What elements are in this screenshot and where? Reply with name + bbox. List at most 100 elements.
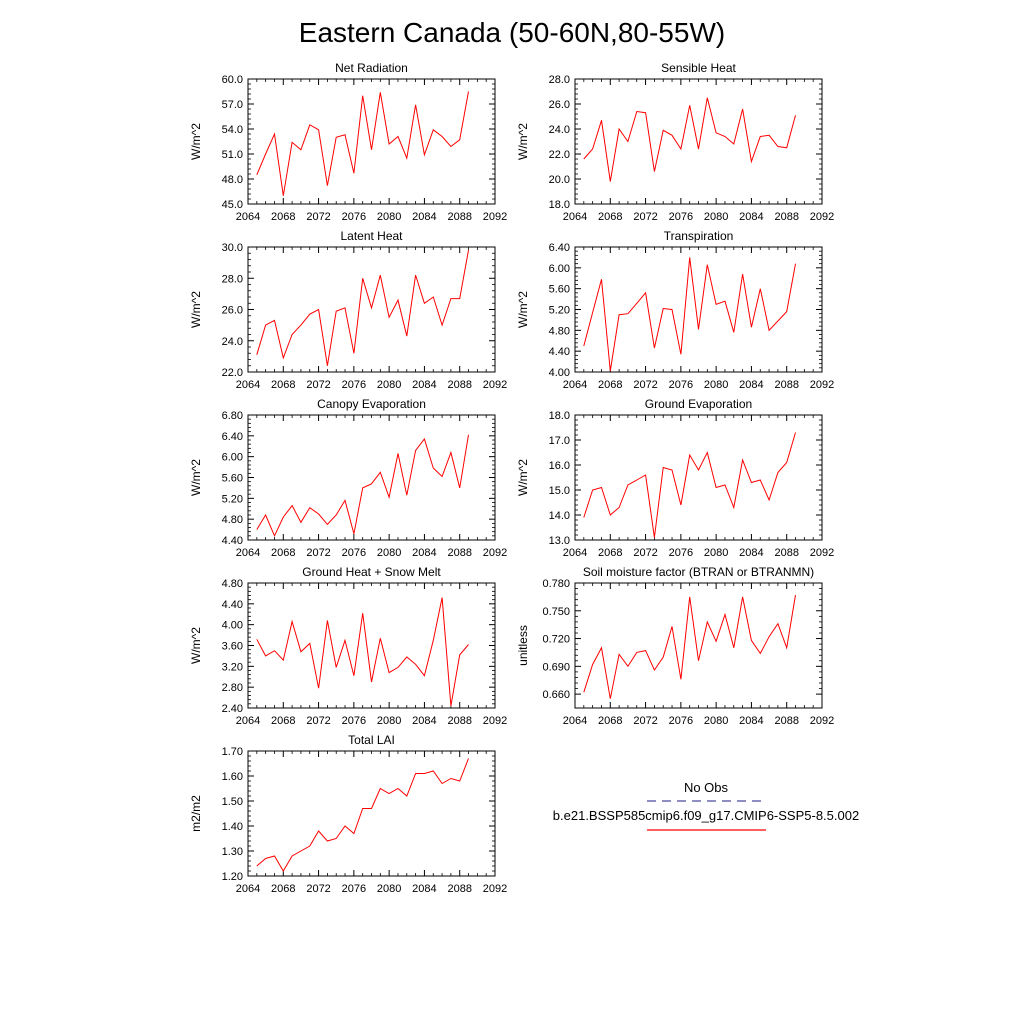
series-line xyxy=(583,432,796,538)
y-tick-label: 15.0 xyxy=(549,485,570,497)
y-tick-label: 26.0 xyxy=(222,305,243,317)
x-tick-label: 2072 xyxy=(306,211,330,223)
y-tick-label: 1.30 xyxy=(222,846,243,858)
x-tick-label: 2092 xyxy=(810,715,834,727)
y-tick-label: 26.0 xyxy=(549,99,570,111)
x-tick-label: 2080 xyxy=(377,883,401,895)
plot-frame xyxy=(574,246,823,373)
x-tick-label: 2064 xyxy=(563,715,587,727)
panel-transpiration: Transpiration 2064 2068 2072 2076 2080 2084 208… xyxy=(516,229,834,391)
y-tick-label: 54.0 xyxy=(222,124,243,136)
x-tick-label: 2072 xyxy=(306,547,330,559)
x-tick-label: 2080 xyxy=(377,211,401,223)
x-tick-label: 2080 xyxy=(704,379,728,391)
x-tick-label: 2072 xyxy=(306,715,330,727)
y-tick-label: 5.60 xyxy=(222,473,243,485)
x-tick-label: 2068 xyxy=(271,715,295,727)
y-axis-label: W/m^2 xyxy=(189,123,203,160)
panel-title: Canopy Evaporation xyxy=(317,397,426,411)
x-tick-label: 2068 xyxy=(598,211,622,223)
x-tick-label: 2088 xyxy=(774,547,798,559)
x-tick-label: 2068 xyxy=(598,379,622,391)
panel-title: Transpiration xyxy=(664,229,734,243)
x-tick-label: 2076 xyxy=(669,715,693,727)
x-tick-label: 2092 xyxy=(483,715,507,727)
x-tick-label: 2080 xyxy=(377,379,401,391)
series-line xyxy=(256,250,469,366)
x-tick-label: 2084 xyxy=(412,715,436,727)
y-tick-label: 22.0 xyxy=(549,149,570,161)
panel-soil-moisture-factor-btran-or-btranmn: Soil moisture factor (BTRAN or BTRANMN) 2… xyxy=(516,565,834,727)
plot-frame xyxy=(247,582,496,709)
panel-ground-evaporation: Ground Evaporation 2064 2068 2072 2076 2080 20… xyxy=(516,397,834,559)
x-tick-label: 2088 xyxy=(447,547,471,559)
x-tick-label: 2064 xyxy=(563,547,587,559)
y-tick-label: 1.70 xyxy=(222,746,243,758)
panel-title: Total LAI xyxy=(348,733,395,747)
panel-total-lai: Total LAI 2064 2068 2072 2076 2080 2084 2088 209… xyxy=(189,733,507,895)
series-line xyxy=(583,97,796,182)
legend-label-model-run: b.e21.BSSP585cmip6.f09_g17.CMIP6-SSP5-8.… xyxy=(553,808,859,823)
panel-sensible-heat: Sensible Heat 2064 2068 2072 2076 2080 2084 208… xyxy=(516,61,834,223)
x-tick-label: 2064 xyxy=(563,379,587,391)
x-tick-label: 2076 xyxy=(669,547,693,559)
chart-panels: Net Radiation 2064 2068 2072 2076 2080 2084 208… xyxy=(189,61,834,895)
legend: No Obs b.e21.BSSP585cmip6.f09_g17.CMIP6-… xyxy=(553,780,859,831)
y-tick-label: 6.00 xyxy=(222,452,243,464)
y-tick-label: 5.60 xyxy=(549,284,570,296)
x-tick-label: 2080 xyxy=(704,211,728,223)
y-tick-label: 28.0 xyxy=(222,273,243,285)
y-axis-label: W/m^2 xyxy=(516,459,530,496)
x-tick-label: 2088 xyxy=(447,883,471,895)
x-tick-label: 2088 xyxy=(447,379,471,391)
panel-latent-heat: Latent Heat 2064 2068 2072 2076 2080 2084 2088 2… xyxy=(189,229,507,391)
x-tick-label: 2076 xyxy=(342,379,366,391)
x-tick-label: 2092 xyxy=(483,883,507,895)
x-tick-label: 2064 xyxy=(236,715,260,727)
y-axis-label: unitless xyxy=(516,625,530,666)
y-axis-label: W/m^2 xyxy=(516,291,530,328)
x-tick-label: 2072 xyxy=(633,211,657,223)
y-tick-label: 14.0 xyxy=(549,510,570,522)
x-tick-label: 2084 xyxy=(412,379,436,391)
series-line xyxy=(256,597,469,706)
x-tick-label: 2080 xyxy=(704,547,728,559)
x-tick-label: 2088 xyxy=(774,379,798,391)
panel-net-radiation: Net Radiation 2064 2068 2072 2076 2080 2084 208… xyxy=(189,61,507,223)
y-tick-label: 20.0 xyxy=(549,174,570,186)
x-tick-label: 2080 xyxy=(377,715,401,727)
y-tick-label: 24.0 xyxy=(222,336,243,348)
y-tick-label: 60.0 xyxy=(222,74,243,86)
x-tick-label: 2068 xyxy=(598,547,622,559)
y-tick-label: 4.80 xyxy=(222,514,243,526)
x-tick-label: 2088 xyxy=(774,715,798,727)
y-tick-label: 0.750 xyxy=(542,606,570,618)
y-tick-label: 28.0 xyxy=(549,74,570,86)
x-tick-label: 2092 xyxy=(810,211,834,223)
y-tick-label: 2.40 xyxy=(222,703,243,715)
series-line xyxy=(583,594,796,699)
x-tick-label: 2076 xyxy=(669,379,693,391)
panel-title: Ground Evaporation xyxy=(645,397,752,411)
series-line xyxy=(256,758,469,872)
y-tick-label: 0.690 xyxy=(542,661,570,673)
y-tick-label: 57.0 xyxy=(222,99,243,111)
y-tick-label: 22.0 xyxy=(222,367,243,379)
x-tick-label: 2072 xyxy=(633,715,657,727)
x-tick-label: 2080 xyxy=(377,547,401,559)
x-tick-label: 2084 xyxy=(739,379,763,391)
plot-frame xyxy=(247,750,496,877)
y-tick-label: 4.00 xyxy=(549,367,570,379)
y-tick-label: 1.40 xyxy=(222,821,243,833)
plot-frame xyxy=(574,78,823,205)
x-tick-label: 2068 xyxy=(271,883,295,895)
y-tick-label: 3.20 xyxy=(222,661,243,673)
y-tick-label: 18.0 xyxy=(549,410,570,422)
x-tick-label: 2076 xyxy=(342,883,366,895)
x-tick-label: 2088 xyxy=(774,211,798,223)
figure-title: Eastern Canada (50-60N,80-55W) xyxy=(299,17,725,48)
y-tick-label: 13.0 xyxy=(549,535,570,547)
y-tick-label: 5.20 xyxy=(549,305,570,317)
y-tick-label: 17.0 xyxy=(549,435,570,447)
